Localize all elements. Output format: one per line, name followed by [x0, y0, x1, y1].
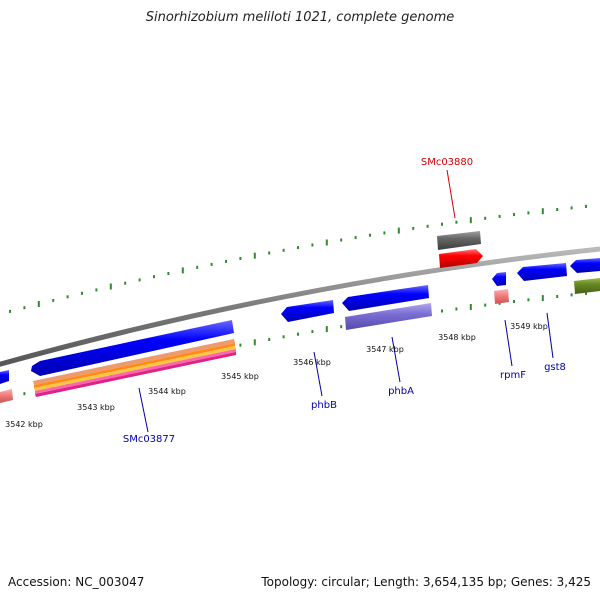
- gene-label-phba[interactable]: phbA: [388, 386, 414, 397]
- minor-tick: [9, 309, 11, 313]
- minor-tick: [484, 216, 487, 220]
- minor-tick: [455, 307, 458, 311]
- minor-tick: [225, 259, 227, 263]
- minor-tick: [239, 343, 242, 347]
- gene-arrow[interactable]: [0, 370, 9, 384]
- major-tick: [253, 252, 256, 259]
- tick-label: 3549 kbp: [510, 322, 548, 331]
- minor-tick: [441, 222, 443, 226]
- gene-label-smc03880[interactable]: SMc03880: [421, 157, 473, 168]
- major-tick: [37, 301, 40, 307]
- label-leaders: [138, 169, 554, 433]
- major-tick: [325, 239, 328, 246]
- minor-tick: [167, 272, 170, 275]
- minor-tick: [455, 220, 458, 224]
- tick-label: 3543 kbp: [77, 403, 115, 412]
- gene-label-rpmf[interactable]: rpmF: [500, 370, 526, 381]
- tick-label: 3545 kbp: [221, 372, 259, 381]
- minor-tick: [282, 248, 285, 252]
- genome-summary: Topology: circular; Length: 3,654,135 bp…: [261, 575, 591, 589]
- tick-label: 3548 kbp: [438, 333, 476, 342]
- minor-tick: [124, 281, 127, 285]
- minor-tick: [513, 300, 515, 303]
- minor-tick: [297, 246, 299, 250]
- minor-tick: [513, 213, 515, 217]
- coordinate-labels: 3542 kbp 3543 kbp 3544 kbp 3545 kbp 3546…: [5, 322, 548, 429]
- minor-tick: [570, 206, 573, 210]
- gene-arrow[interactable]: [281, 300, 334, 322]
- major-tick: [325, 326, 328, 333]
- major-tick: [469, 217, 472, 224]
- minor-tick: [138, 278, 141, 282]
- map-title: Sinorhizobium meliloti 1021, complete ge…: [145, 10, 455, 25]
- gene-feature-pink[interactable]: [494, 289, 509, 304]
- minor-tick: [311, 243, 314, 247]
- minor-tick: [527, 211, 530, 215]
- outer-tick-row: [9, 204, 587, 313]
- minor-tick: [297, 332, 299, 336]
- gene-feature-olive[interactable]: [574, 278, 600, 294]
- gene-arrow[interactable]: [517, 263, 567, 281]
- minor-tick: [340, 325, 343, 329]
- gene-label-phbb[interactable]: phbB: [311, 400, 337, 411]
- major-tick: [541, 208, 544, 215]
- minor-tick: [340, 238, 343, 242]
- accession-label: Accession: NC_003047: [8, 575, 145, 589]
- minor-tick: [484, 303, 487, 307]
- minor-tick: [81, 291, 83, 295]
- gene-arrow[interactable]: [570, 258, 600, 273]
- gene-arrow-highlight[interactable]: [439, 249, 483, 268]
- major-tick: [109, 283, 112, 290]
- minor-tick: [527, 298, 530, 302]
- minor-tick: [354, 236, 357, 240]
- minor-tick: [196, 265, 199, 269]
- minor-tick: [210, 262, 213, 266]
- gene-label-gst8[interactable]: gst8: [544, 362, 566, 373]
- minor-tick: [556, 295, 559, 298]
- minor-tick: [52, 298, 55, 302]
- minor-tick: [153, 275, 155, 279]
- minor-tick: [268, 338, 271, 341]
- minor-tick: [556, 208, 559, 211]
- major-tick: [181, 267, 184, 274]
- minor-tick: [369, 233, 371, 237]
- major-tick: [541, 295, 544, 302]
- major-tick: [397, 227, 400, 234]
- gene-features: [0, 231, 600, 403]
- minor-tick: [95, 288, 98, 292]
- minor-tick: [426, 224, 429, 228]
- minor-tick: [66, 295, 69, 299]
- minor-tick: [585, 204, 587, 208]
- minor-tick: [268, 251, 271, 255]
- minor-tick: [498, 214, 501, 218]
- minor-tick: [311, 330, 314, 334]
- minor-tick: [585, 291, 587, 295]
- gene-arrow[interactable]: [31, 320, 234, 376]
- minor-tick: [282, 335, 285, 339]
- gene-label-smc03877[interactable]: SMc03877: [123, 434, 175, 445]
- minor-tick: [383, 231, 386, 235]
- tick-label: 3546 kbp: [293, 358, 331, 367]
- feature-band-striped[interactable]: [33, 339, 236, 397]
- gene-arrow[interactable]: [492, 272, 506, 286]
- tick-label: 3547 kbp: [366, 345, 404, 354]
- gene-labels: SMc03880 SMc03877 phbB phbA rpmF gst8: [123, 157, 566, 445]
- minor-tick: [441, 309, 443, 313]
- gene-arrow[interactable]: [342, 285, 429, 311]
- gene-feature-grey[interactable]: [437, 231, 481, 250]
- minor-tick: [412, 226, 415, 230]
- minor-tick: [239, 257, 242, 260]
- tick-label: 3544 kbp: [148, 387, 186, 396]
- minor-tick: [23, 306, 26, 310]
- minor-tick: [23, 392, 26, 396]
- tick-label: 3542 kbp: [5, 420, 43, 429]
- gene-feature-pink[interactable]: [0, 389, 13, 403]
- genome-backbone: [0, 246, 600, 367]
- gene-feature-purple[interactable]: [345, 303, 432, 330]
- major-tick: [253, 339, 256, 346]
- major-tick: [469, 304, 472, 310]
- minor-tick: [570, 293, 573, 297]
